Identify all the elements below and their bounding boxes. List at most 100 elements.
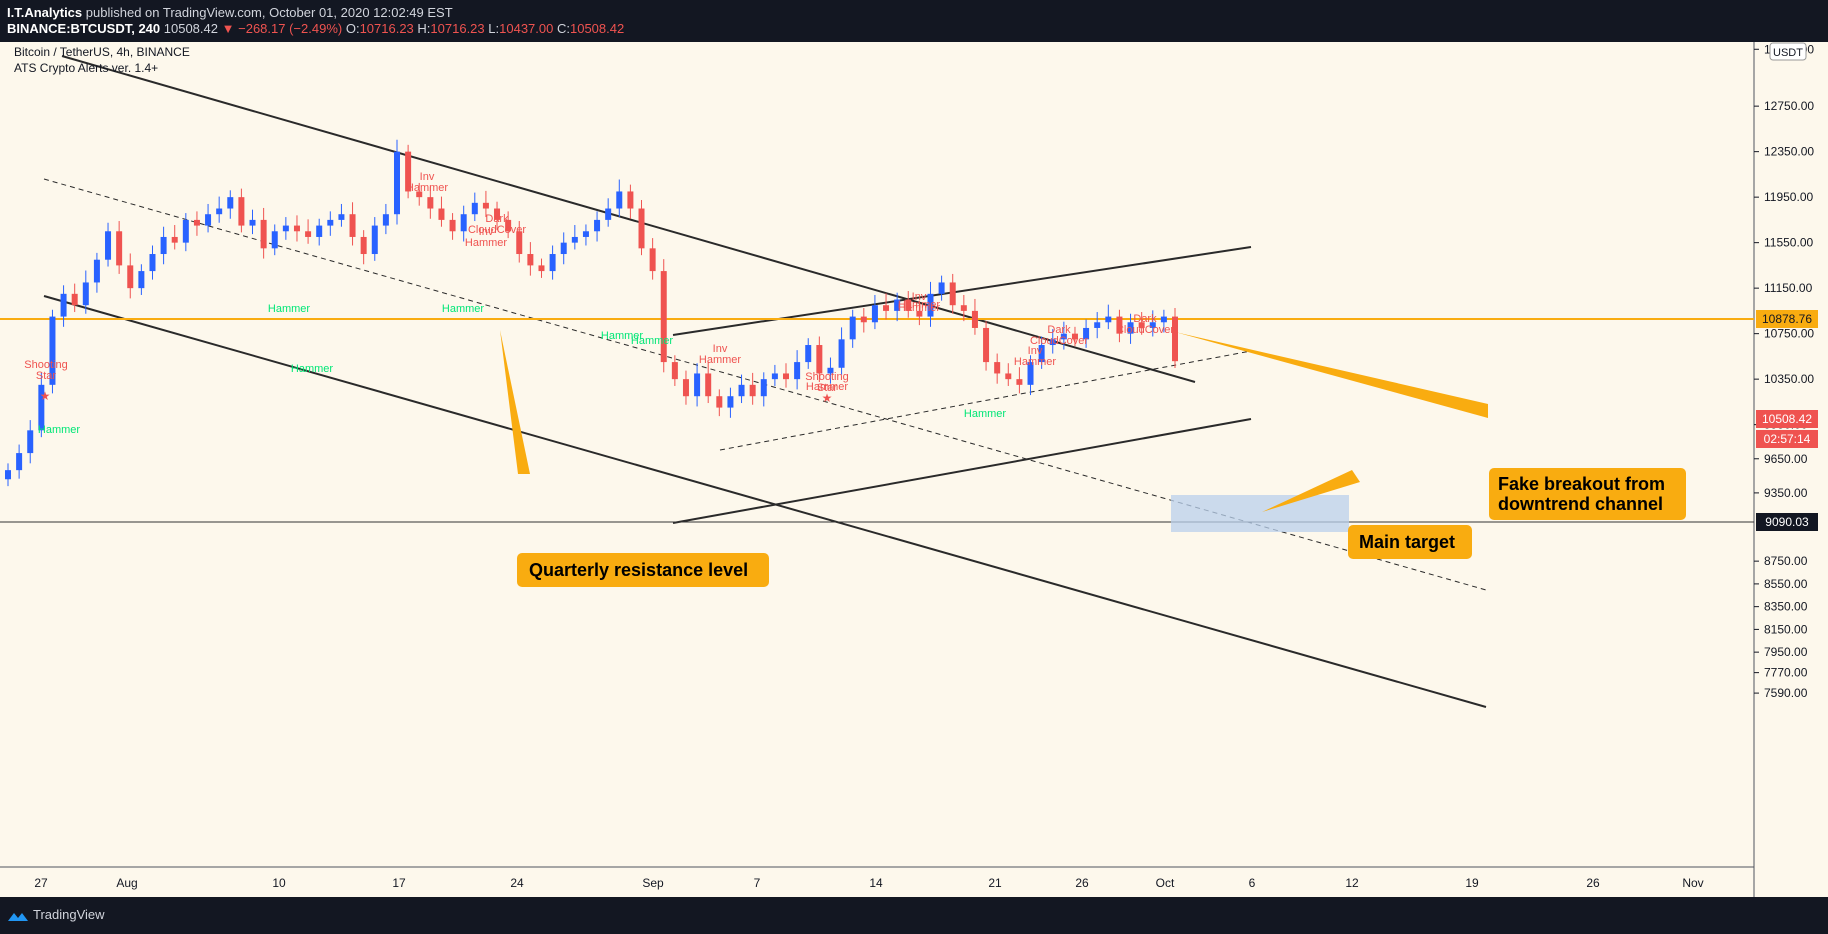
candle-body-55[interactable] — [616, 191, 623, 209]
candle-body-87[interactable] — [971, 310, 978, 328]
candle-body-5[interactable] — [60, 293, 67, 317]
candle-body-9[interactable] — [105, 231, 112, 260]
candle-body-105[interactable] — [1172, 316, 1178, 362]
candle-body-48[interactable] — [538, 265, 545, 272]
candle-body-40[interactable] — [449, 219, 456, 232]
main-target-callout[interactable]: Main target — [1348, 525, 1472, 559]
candle-body-27[interactable] — [305, 231, 312, 237]
candle-body-95[interactable] — [1060, 333, 1067, 340]
symbol-interval[interactable]: BINANCE:BTCUSDT, 240 — [7, 21, 161, 36]
candle-body-74[interactable] — [827, 367, 834, 374]
candle-body-70[interactable] — [783, 373, 789, 380]
downtrend-upper-line[interactable] — [61, 55, 1196, 383]
footer-brand[interactable]: TradingView — [33, 907, 105, 922]
candle-body-80[interactable] — [894, 299, 901, 311]
candle-body-78[interactable] — [871, 305, 878, 323]
candle-body-19[interactable] — [216, 208, 223, 215]
candle-body-11[interactable] — [127, 265, 134, 289]
candle-body-90[interactable] — [1005, 373, 1012, 380]
candle-body-28[interactable] — [316, 225, 323, 237]
candle-body-1[interactable] — [16, 453, 23, 471]
legend-title[interactable]: Bitcoin / TetherUS, 4h, BINANCE — [14, 45, 190, 59]
candle-body-31[interactable] — [349, 214, 356, 237]
legend-indicator[interactable]: ATS Crypto Alerts ver. 1.4+ — [14, 61, 158, 75]
candle-body-38[interactable] — [427, 197, 434, 209]
tradingview-logo-icon[interactable] — [7, 909, 29, 927]
candle-body-16[interactable] — [182, 219, 189, 243]
candle-body-97[interactable] — [1083, 327, 1090, 340]
candle-body-21[interactable] — [238, 197, 245, 226]
candle-body-88[interactable] — [983, 327, 990, 363]
candle-body-43[interactable] — [482, 202, 489, 209]
author-name[interactable]: I.T.Analytics — [7, 5, 83, 20]
candle-body-0[interactable] — [5, 470, 11, 480]
downtrend-lower-line[interactable] — [43, 295, 1487, 708]
candle-body-44[interactable] — [494, 208, 501, 220]
price-label-box-3[interactable] — [1756, 513, 1818, 531]
candle-body-46[interactable] — [516, 231, 523, 255]
price-label-box-0[interactable] — [1756, 310, 1818, 328]
candle-body-45[interactable] — [505, 219, 512, 232]
candle-body-64[interactable] — [716, 396, 723, 408]
candle-body-94[interactable] — [1049, 339, 1056, 346]
candle-body-65[interactable] — [727, 396, 734, 408]
candle-body-50[interactable] — [560, 242, 567, 255]
candlestick-series[interactable] — [5, 139, 1178, 487]
uptrend-midline[interactable] — [719, 350, 1252, 451]
candle-body-34[interactable] — [382, 214, 389, 226]
candle-body-42[interactable] — [471, 202, 478, 215]
candle-body-86[interactable] — [960, 305, 967, 311]
candle-body-15[interactable] — [171, 236, 178, 243]
quarterly-callout[interactable]: Quarterly resistance level — [517, 553, 769, 587]
candle-body-51[interactable] — [571, 236, 578, 243]
candle-body-68[interactable] — [760, 379, 767, 397]
candle-body-14[interactable] — [160, 236, 167, 255]
candle-body-79[interactable] — [883, 305, 890, 311]
uptrend-upper-line[interactable] — [672, 246, 1252, 336]
candle-body-49[interactable] — [549, 254, 556, 272]
candle-body-100[interactable] — [1116, 316, 1123, 334]
fake-breakout-callout[interactable]: Fake breakout from downtrend channel — [1489, 468, 1686, 520]
candle-body-23[interactable] — [260, 219, 267, 249]
candle-body-22[interactable] — [249, 219, 256, 226]
candle-body-53[interactable] — [594, 219, 601, 232]
candle-body-20[interactable] — [227, 197, 234, 209]
candle-body-89[interactable] — [994, 362, 1001, 374]
price-label-box-1[interactable] — [1756, 410, 1818, 428]
candle-body-67[interactable] — [749, 384, 756, 397]
candle-body-36[interactable] — [405, 151, 412, 192]
candle-body-56[interactable] — [627, 191, 634, 209]
candle-body-91[interactable] — [1016, 379, 1023, 385]
candle-body-82[interactable] — [916, 310, 923, 317]
candle-body-29[interactable] — [327, 219, 334, 226]
candle-body-4[interactable] — [49, 316, 56, 385]
candle-body-54[interactable] — [605, 208, 612, 220]
candle-body-102[interactable] — [1138, 322, 1145, 328]
time-axis[interactable]: 27 Aug 10 17 24 Sep 7 14 21 26 Oct 6 12 19 26 Nov — [34, 876, 1703, 890]
candle-body-57[interactable] — [638, 208, 645, 249]
candle-body-41[interactable] — [460, 214, 467, 232]
candle-body-13[interactable] — [149, 254, 156, 272]
candle-body-3[interactable] — [38, 384, 45, 431]
candle-body-25[interactable] — [282, 225, 289, 232]
uptrend-lower-line[interactable] — [672, 418, 1252, 524]
candle-body-60[interactable] — [671, 362, 678, 380]
price-label-box-2[interactable] — [1756, 430, 1818, 448]
candle-body-93[interactable] — [1038, 345, 1045, 363]
candle-body-103[interactable] — [1149, 322, 1156, 328]
candle-body-52[interactable] — [582, 231, 589, 237]
candle-body-85[interactable] — [949, 282, 956, 306]
price-axis[interactable]: 13250.0012750.0012350.0011950.0011550.00… — [1754, 42, 1818, 700]
candle-body-33[interactable] — [371, 225, 378, 255]
candle-body-72[interactable] — [805, 345, 812, 363]
candle-body-17[interactable] — [193, 219, 200, 226]
candle-body-69[interactable] — [771, 373, 778, 380]
candle-body-7[interactable] — [82, 282, 89, 306]
candle-body-62[interactable] — [694, 373, 701, 397]
candle-body-77[interactable] — [860, 316, 867, 323]
candle-body-37[interactable] — [416, 191, 423, 198]
candle-body-76[interactable] — [849, 316, 856, 340]
candle-body-98[interactable] — [1094, 322, 1101, 328]
candle-body-71[interactable] — [794, 362, 801, 380]
candle-body-75[interactable] — [838, 339, 845, 368]
